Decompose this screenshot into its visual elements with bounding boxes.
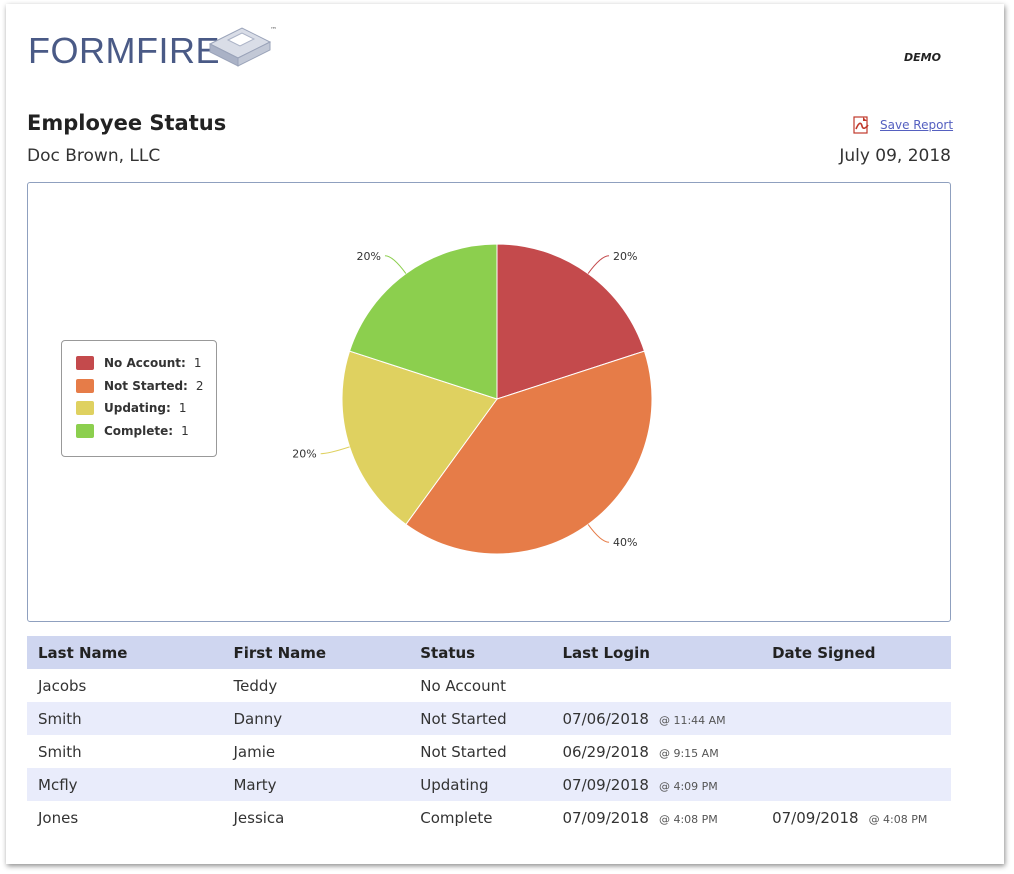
employee-table: Last Name First Name Status Last Login Date … — [27, 636, 951, 834]
table-row[interactable]: Jones Jessica Complete 07/09/2018 @ 4:08 PM 0… — [27, 801, 951, 834]
cell-first-name: Teddy — [233, 676, 278, 695]
cell-last-name: Smith — [27, 702, 223, 735]
cell-status: Not Started — [420, 742, 507, 761]
table-row[interactable]: Mcfly Marty Updating 07/09/2018 @ 4:09 PM — [27, 768, 951, 801]
cell-last-name: Smith — [38, 742, 82, 761]
report-page: FORMFIRE ™ DEMO Employee Status Doc Brow… — [6, 4, 1004, 864]
save-report-button[interactable]: Save Report — [880, 118, 954, 132]
legend-swatch — [76, 424, 94, 439]
legend-label: Updating: — [104, 401, 171, 416]
column-header-date-signed[interactable]: Date Signed — [761, 636, 951, 669]
cell-first-name: Danny — [222, 702, 410, 735]
pie-slice-no-account[interactable] — [496, 243, 646, 400]
cell-last-name: Jones — [38, 808, 79, 827]
cell-last-login: 06/29/2018 @ 9:15 AM — [562, 742, 719, 761]
legend-value: 2 — [195, 378, 204, 393]
legend-swatch — [76, 378, 94, 393]
company-name: Doc Brown, LLC — [27, 146, 161, 166]
legend-item[interactable]: Complete: 1 — [76, 424, 189, 439]
time-text: @ 4:09 PM — [658, 779, 718, 793]
cell-last-name: Jacobs — [38, 676, 87, 695]
legend-value: 1 — [193, 356, 202, 370]
pie-connector — [320, 446, 350, 455]
pie-slice-updating[interactable] — [341, 350, 498, 526]
pie-data-label: 20% — [357, 250, 381, 263]
legend-value: 1 — [181, 424, 189, 439]
column-header-last-login[interactable]: Last Login — [551, 636, 762, 669]
cell-date-signed — [761, 702, 951, 735]
cell-last-login: 07/09/2018 @ 4:08 PM — [562, 808, 718, 827]
table-row[interactable]: Jacobs Teddy No Account — [27, 669, 951, 702]
pie-data-label: 20% — [292, 448, 316, 461]
column-header-status[interactable]: Status — [409, 636, 552, 669]
time-text: @ 4:08 PM — [658, 812, 718, 826]
table-row[interactable]: Smith Jamie Not Started 06/29/2018 @ 9:15 AM — [27, 735, 951, 768]
table-row[interactable]: Smith Danny Not Started 07/06/2018 @ 11:44 A… — [27, 702, 951, 735]
legend-item[interactable]: Not Started: 2 — [76, 378, 204, 393]
cell-last-name: Mcfly — [27, 768, 223, 801]
legend-value: 1 — [178, 401, 187, 416]
cell-first-name: Jamie — [233, 742, 276, 761]
time-text: @ 9:15 AM — [658, 746, 719, 760]
time-text: @ 11:44 AM — [658, 713, 726, 727]
table-header-row: Last Name First Name Status Last Login Date … — [27, 636, 951, 669]
cell-date-signed: 07/09/2018 @ 4:08 PM — [772, 808, 928, 827]
cell-status: Updating — [409, 768, 552, 801]
cell-status: Complete — [420, 808, 493, 827]
cell-status: Not Started — [409, 702, 552, 735]
chart-legend: No Account: 1 Not Started: 2 Updating: 1 Compl… — [61, 340, 217, 457]
legend-label: Complete: — [104, 424, 174, 439]
pie-connector — [587, 524, 610, 543]
pie-connector — [384, 255, 407, 274]
demo-label: DEMO — [904, 51, 941, 64]
legend-item[interactable]: Updating: 1 — [76, 401, 187, 416]
cell-last-login — [552, 669, 762, 702]
pie-chart: 20% 40% 20% 20% — [292, 243, 653, 555]
cell-last-login: 07/09/2018 @ 4:09 PM — [551, 768, 762, 801]
report-date: July 09, 2018 — [839, 146, 951, 166]
cell-last-login: 07/06/2018 @ 11:44 AM — [551, 702, 762, 735]
time-text: @ 4:08 PM — [868, 812, 928, 826]
pie-slice-complete[interactable] — [348, 243, 498, 400]
pie-data-label: 40% — [613, 536, 637, 549]
pie-connector — [587, 255, 610, 274]
cell-first-name: Marty — [222, 768, 410, 801]
logo-text: FORMFIRE — [28, 30, 220, 71]
pie-data-label: 20% — [613, 250, 637, 263]
legend-swatch — [76, 356, 94, 370]
column-header-first-name[interactable]: First Name — [222, 636, 410, 669]
trademark: ™ — [270, 26, 277, 34]
pdf-icon — [853, 116, 869, 134]
cell-date-signed — [761, 669, 951, 702]
cell-date-signed — [761, 735, 951, 768]
cell-date-signed — [761, 768, 951, 801]
column-header-last-name[interactable]: Last Name — [27, 636, 223, 669]
cell-first-name: Jessica — [233, 808, 285, 827]
legend-label: Not Started: — [104, 378, 188, 393]
save-report-link[interactable]: Save Report — [852, 116, 953, 134]
status-chart: 20% 40% 20% 20% No Account: 1 Not Started: 2 Up… — [27, 182, 951, 622]
cell-status: No Account — [420, 676, 506, 695]
legend-item[interactable]: No Account: 1 — [76, 356, 201, 370]
legend-swatch — [76, 401, 94, 416]
logo-cube-icon — [208, 27, 272, 67]
legend-label: No Account: — [104, 356, 186, 370]
page-title: Employee Status — [27, 111, 227, 135]
